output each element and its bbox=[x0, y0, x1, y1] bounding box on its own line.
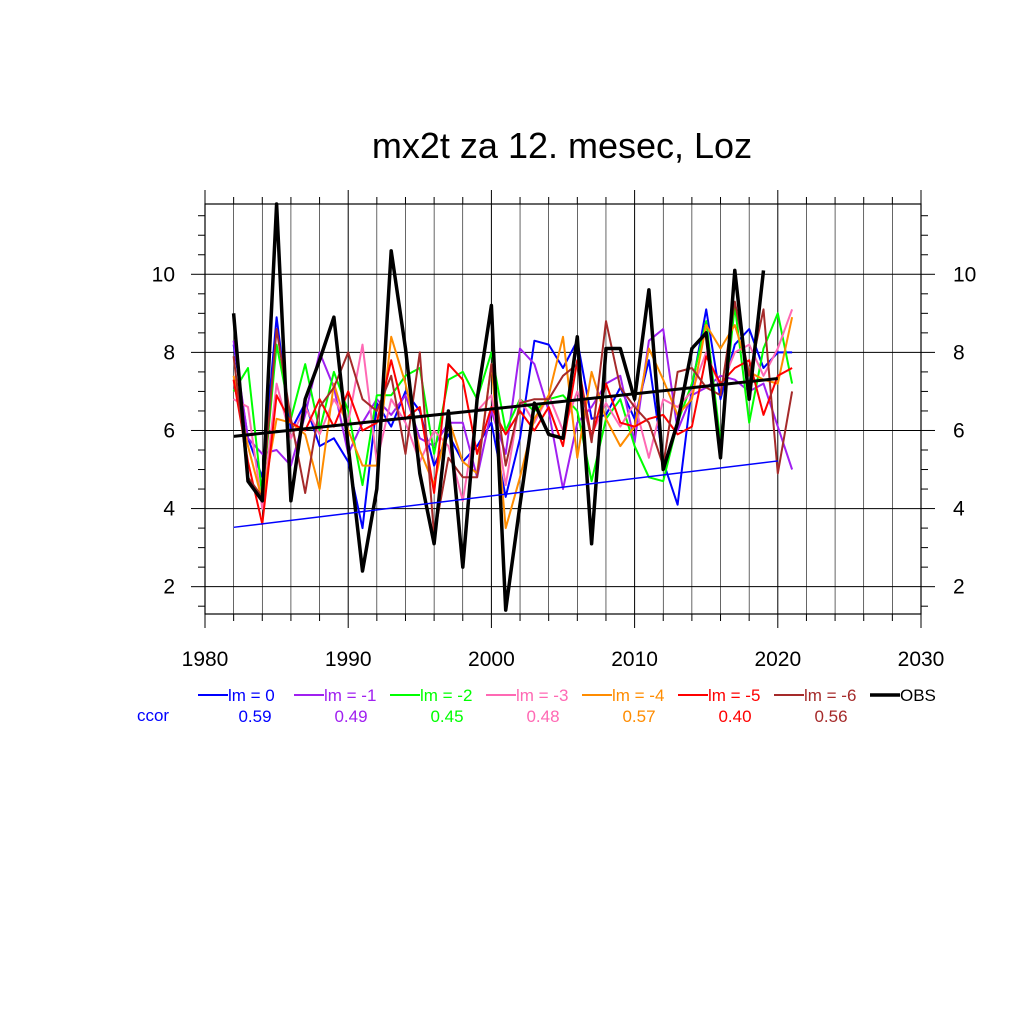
legend-label: lm = -4 bbox=[612, 686, 664, 705]
ccor-value: 0.57 bbox=[622, 707, 655, 726]
series-line-lm2 bbox=[232, 304, 794, 498]
legend-label: lm = 0 bbox=[228, 686, 275, 705]
ccor-value: 0.59 bbox=[238, 707, 271, 726]
x-tick-label: 1990 bbox=[325, 648, 372, 671]
x-tick-label: 2000 bbox=[468, 648, 515, 671]
y-tick-label-left: 8 bbox=[163, 341, 175, 364]
chart-title: mx2t za 12. mesec, Loz bbox=[372, 125, 752, 166]
series-line-obs bbox=[231, 202, 766, 612]
series-line-lm4 bbox=[232, 316, 794, 530]
legend-label: lm = -2 bbox=[420, 686, 472, 705]
ccor-value: 0.49 bbox=[334, 707, 367, 726]
trend-line-obs bbox=[233, 377, 778, 438]
y-tick-label-left: 4 bbox=[163, 498, 175, 521]
legend-label: lm = -5 bbox=[708, 686, 760, 705]
trend-line-lm0 bbox=[233, 460, 778, 529]
y-tick-label-right: 4 bbox=[953, 498, 965, 521]
ccor-value: 0.48 bbox=[526, 707, 559, 726]
y-tick-label-left: 10 bbox=[152, 263, 175, 286]
y-tick-label-right: 8 bbox=[953, 341, 965, 364]
legend-label: OBS bbox=[900, 686, 936, 705]
x-tick-label: 1980 bbox=[182, 648, 229, 671]
ccor-label: ccor bbox=[137, 706, 169, 725]
y-tick-label-left: 2 bbox=[163, 576, 175, 599]
plot-frame bbox=[204, 203, 922, 615]
x-tick-label: 2010 bbox=[611, 648, 658, 671]
legend-label: lm = -6 bbox=[804, 686, 856, 705]
x-tick-label: 2020 bbox=[754, 648, 801, 671]
y-tick-label-right: 6 bbox=[953, 419, 965, 442]
grid bbox=[204, 204, 922, 614]
y-tick-label-right: 10 bbox=[953, 263, 976, 286]
y-tick-label-right: 2 bbox=[953, 576, 965, 599]
ccor-value: 0.56 bbox=[814, 707, 847, 726]
axes: 1980 1990 2000 2010 2020 2030 2 2 4 4 6 6 8 8 10 10 bbox=[152, 190, 976, 671]
series-lines bbox=[231, 202, 794, 612]
series-line-lm5 bbox=[232, 355, 793, 526]
x-tick-label: 2030 bbox=[898, 648, 945, 671]
legend: lm = 0 0.59 lm = -1 0.49 lm = -2 0.45 lm = -3 0… bbox=[137, 686, 936, 726]
legend-label: lm = -3 bbox=[516, 686, 568, 705]
y-tick-label-left: 6 bbox=[163, 419, 175, 442]
series-line-lm3 bbox=[233, 309, 794, 510]
ccor-value: 0.40 bbox=[718, 707, 751, 726]
ccor-value: 0.45 bbox=[430, 707, 463, 726]
legend-label: lm = -1 bbox=[324, 686, 376, 705]
series-line-lm6 bbox=[232, 300, 794, 537]
